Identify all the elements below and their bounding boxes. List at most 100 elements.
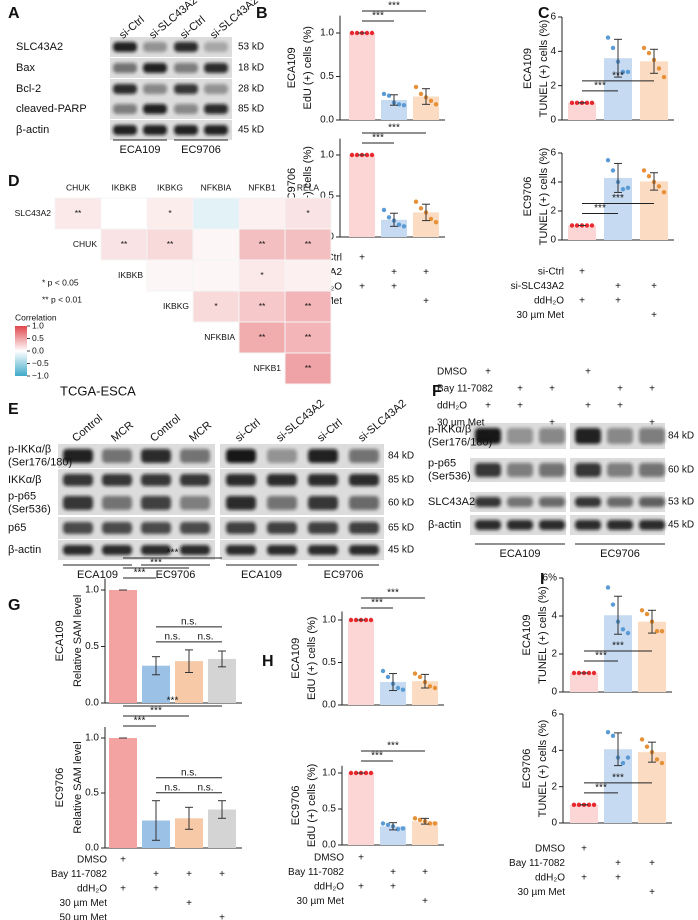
data-point bbox=[396, 222, 402, 227]
data-point bbox=[589, 223, 595, 228]
y-tick-label: 1.0 bbox=[320, 150, 334, 161]
data-point bbox=[625, 69, 631, 75]
data-point bbox=[646, 174, 652, 179]
blot-band bbox=[204, 63, 228, 73]
significance-label: *** bbox=[387, 741, 399, 752]
blot-band bbox=[204, 125, 228, 135]
protein-label: p-p65 bbox=[428, 457, 456, 469]
bar bbox=[412, 821, 438, 845]
y-tick-label: 0.5 bbox=[320, 71, 334, 82]
y-tick-label: 6 bbox=[551, 709, 557, 720]
protein-label: (Ser176/180) bbox=[8, 456, 72, 468]
blot-band bbox=[180, 449, 210, 463]
data-point bbox=[354, 152, 360, 158]
bar bbox=[109, 590, 137, 703]
cell-label: ** bbox=[305, 239, 312, 249]
protein-label: Bcl-2 bbox=[16, 83, 41, 95]
heatmap-cell bbox=[238, 228, 286, 261]
y-tick-label: 4 bbox=[550, 177, 556, 188]
data-point bbox=[412, 816, 418, 821]
lane-label: MCR bbox=[109, 419, 136, 444]
data-point bbox=[433, 102, 439, 107]
blot-band bbox=[267, 496, 297, 510]
panel-label: F bbox=[432, 383, 442, 400]
lane-label: si-Ctrl bbox=[233, 417, 263, 445]
data-point bbox=[605, 35, 611, 40]
heatmap-cell bbox=[284, 321, 332, 354]
blot-band bbox=[141, 522, 171, 534]
blot-band bbox=[180, 545, 210, 555]
data-point bbox=[363, 770, 369, 776]
blot-band bbox=[349, 522, 379, 534]
row-label: NFKBIA bbox=[204, 332, 235, 342]
heatmap-cell bbox=[192, 197, 240, 230]
blot-band bbox=[267, 474, 297, 486]
data-point bbox=[584, 100, 590, 106]
y-tick-label: 0 bbox=[551, 818, 557, 829]
condition-mark: + bbox=[423, 296, 429, 307]
blot-band bbox=[226, 522, 256, 534]
blot-band bbox=[102, 474, 132, 486]
condition-mark: + bbox=[615, 281, 621, 292]
blot-band bbox=[308, 522, 338, 534]
condition-label: ddH₂O bbox=[437, 401, 467, 412]
condition-label: 30 µm Met bbox=[437, 418, 485, 429]
size-label: 28 kD bbox=[238, 84, 264, 95]
data-point bbox=[418, 91, 424, 97]
condition-mark: + bbox=[579, 296, 585, 307]
blot-band bbox=[143, 84, 167, 94]
y-axis-label: TUNEL (+) cells (%) bbox=[538, 148, 550, 246]
data-point bbox=[654, 757, 660, 762]
y-tick-label: 0.0 bbox=[320, 115, 334, 126]
data-point bbox=[644, 744, 650, 749]
condition-mark: + bbox=[390, 867, 396, 878]
condition-mark: + bbox=[358, 882, 364, 893]
data-point bbox=[641, 45, 647, 51]
panel-label: G bbox=[8, 597, 20, 614]
significance-label: *** bbox=[150, 558, 162, 569]
group-label: EC9706 bbox=[600, 548, 640, 560]
group-label: ECA109 bbox=[500, 548, 541, 560]
y-tick-label: 6 bbox=[550, 12, 556, 23]
lane-label: Control bbox=[148, 413, 183, 445]
condition-label: DMSO bbox=[437, 367, 467, 378]
blot-band bbox=[180, 522, 210, 534]
blot-band bbox=[607, 520, 633, 530]
condition-mark: + bbox=[617, 401, 623, 412]
significance-label: *** bbox=[388, 123, 400, 134]
data-point bbox=[656, 184, 662, 189]
significance-label: *** bbox=[594, 80, 606, 91]
protein-label: IKKα/β bbox=[8, 474, 41, 486]
condition-mark: + bbox=[585, 401, 591, 412]
size-label: 45 kD bbox=[238, 125, 264, 136]
blot-band bbox=[349, 474, 379, 486]
protein-label: (Ser176/180) bbox=[428, 436, 492, 448]
condition-mark: + bbox=[153, 869, 159, 880]
blot-band bbox=[507, 520, 533, 530]
condition-mark: + bbox=[649, 384, 655, 395]
data-point bbox=[639, 608, 645, 613]
y-tick-label: 4 bbox=[551, 611, 557, 622]
data-point bbox=[569, 223, 575, 228]
blot-band bbox=[308, 474, 338, 486]
bar bbox=[348, 773, 374, 845]
data-point bbox=[620, 187, 626, 192]
significance-label: *** bbox=[595, 651, 607, 662]
data-point bbox=[348, 617, 354, 623]
blot-band bbox=[267, 522, 297, 534]
blot-strip bbox=[58, 469, 215, 491]
blot-band bbox=[143, 125, 167, 135]
condition-mark: + bbox=[422, 896, 428, 907]
protein-label: Bax bbox=[16, 62, 35, 74]
colorbar-tick-label: −1.0 bbox=[32, 370, 49, 380]
data-point bbox=[349, 152, 355, 158]
blot-band bbox=[102, 545, 132, 555]
heatmap-cell bbox=[284, 259, 332, 292]
condition-mark: + bbox=[485, 367, 491, 378]
heatmap-cell bbox=[192, 228, 240, 261]
y-tick-label: 0.0 bbox=[322, 700, 336, 711]
condition-mark: + bbox=[219, 913, 225, 920]
y-axis-label: ECA109 bbox=[290, 638, 302, 679]
data-point bbox=[369, 30, 375, 36]
y-tick-label: 0.0 bbox=[85, 698, 99, 709]
